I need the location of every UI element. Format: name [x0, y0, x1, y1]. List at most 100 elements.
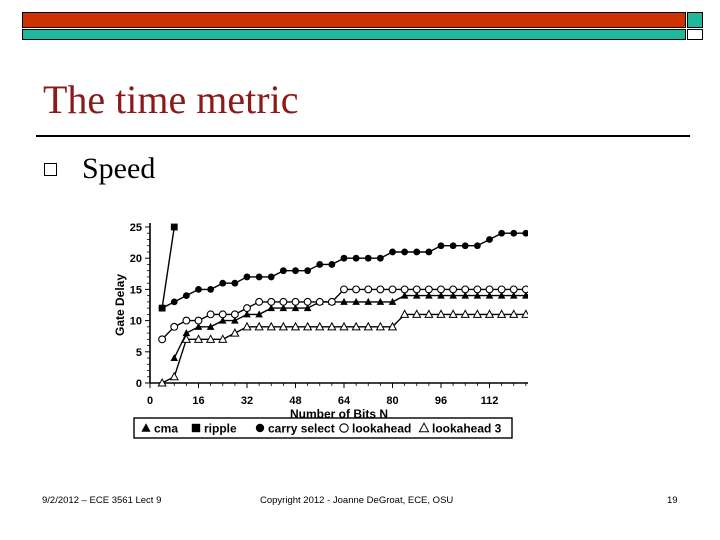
- point-carry-select: [267, 273, 275, 281]
- point-cma: [291, 304, 300, 312]
- legend-label-lookahead: lookahead: [352, 422, 411, 436]
- point-lookahead-3: [424, 309, 434, 318]
- point-cma: [400, 291, 409, 299]
- point-lookahead-3: [387, 321, 398, 331]
- legend-box: [133, 417, 513, 439]
- point-lookahead-3: [254, 321, 264, 331]
- point-lookahead-3: [436, 309, 446, 318]
- point-cma: [206, 322, 215, 330]
- legend-label-carry-select: carry select: [268, 422, 335, 436]
- point-lookahead-3: [472, 309, 483, 318]
- point-cma: [255, 310, 263, 318]
- point-lookahead: [291, 297, 300, 306]
- point-cma: [473, 291, 482, 299]
- x-tick-label: 64: [338, 395, 351, 407]
- chart-legend: cma ripple carry select lookahead lookahead …: [133, 417, 513, 439]
- point-lookahead-3: [521, 309, 528, 318]
- x-tick-label: 16: [192, 395, 204, 407]
- point-cma: [340, 297, 348, 305]
- x-tick-label: 0: [147, 395, 153, 407]
- point-lookahead: [182, 316, 191, 325]
- point-carry-select: [195, 286, 202, 293]
- point-lookahead: [327, 297, 336, 306]
- legend-marker-ripple: [191, 423, 201, 433]
- y-tick-label: 0: [136, 378, 142, 390]
- header-bar-green: [22, 29, 686, 40]
- point-lookahead-3: [351, 321, 361, 331]
- point-lookahead-3: [278, 321, 289, 331]
- point-carry-select: [498, 229, 506, 237]
- point-lookahead: [315, 297, 324, 306]
- point-cma: [243, 310, 251, 318]
- series-line-carry-select: [161, 232, 528, 309]
- point-lookahead-3: [496, 309, 507, 318]
- point-lookahead-3: [375, 321, 386, 331]
- point-carry-select: [449, 242, 457, 250]
- point-cma: [437, 291, 445, 299]
- bullet-speed: Speed: [82, 152, 156, 185]
- point-carry-select: [486, 236, 493, 243]
- point-carry-select: [170, 298, 178, 306]
- point-cma: [425, 291, 433, 299]
- point-carry-select: [292, 267, 299, 275]
- gate-delay-chart: 05101520250163248648096112128Number of B…: [113, 222, 528, 439]
- point-lookahead-3: [315, 321, 325, 331]
- point-lookahead-3: [412, 309, 422, 318]
- point-carry-select: [158, 304, 166, 312]
- point-lookahead: [485, 285, 494, 294]
- point-carry-select: [316, 261, 324, 268]
- point-lookahead: [170, 322, 179, 331]
- point-carry-select: [243, 273, 251, 281]
- footer-date-course: 9/2/2012 – ECE 3561 Lect 9: [42, 495, 162, 506]
- point-cma: [449, 291, 457, 299]
- chart-plot: 05101520250163248648096112128Number of B…: [113, 222, 528, 421]
- y-tick-label: 15: [130, 284, 142, 296]
- x-tick-label: 80: [386, 395, 398, 407]
- title-divider: [36, 135, 690, 137]
- point-carry-select: [425, 248, 433, 256]
- point-cma: [522, 291, 528, 299]
- point-carry-select: [461, 242, 469, 250]
- point-lookahead-3: [339, 321, 349, 331]
- point-lookahead-3: [193, 334, 204, 343]
- x-tick-label: 48: [289, 395, 301, 407]
- point-lookahead-3: [399, 309, 410, 318]
- point-carry-select: [352, 254, 360, 262]
- point-lookahead-3: [230, 328, 240, 337]
- point-lookahead-3: [327, 321, 337, 331]
- point-lookahead: [424, 285, 433, 294]
- point-lookahead: [158, 335, 167, 344]
- point-carry-select: [389, 248, 396, 256]
- series-line-cma: [173, 293, 528, 359]
- point-lookahead: [243, 304, 251, 313]
- point-cma: [497, 291, 506, 299]
- legend-marker-cma: [141, 423, 151, 432]
- point-cma: [170, 354, 179, 362]
- point-cma: [231, 316, 239, 324]
- point-lookahead: [230, 310, 239, 319]
- point-carry-select: [328, 261, 336, 268]
- point-carry-select: [304, 267, 312, 275]
- legend-label-cma: cma: [154, 422, 178, 436]
- series-line-ripple: [161, 226, 175, 309]
- point-cma: [303, 304, 312, 312]
- point-carry-select: [376, 254, 384, 262]
- header-bar-red: [22, 12, 686, 28]
- y-tick-label: 5: [136, 347, 142, 359]
- point-cma: [412, 291, 421, 299]
- point-carry-select: [340, 254, 348, 262]
- point-cma: [376, 297, 385, 305]
- point-cma: [182, 329, 191, 337]
- point-lookahead: [509, 285, 518, 294]
- point-lookahead-3: [181, 334, 192, 343]
- legend-label-lookahead-3: lookahead 3: [432, 422, 502, 436]
- point-carry-select: [413, 248, 421, 256]
- point-cma: [352, 297, 360, 305]
- point-lookahead: [400, 285, 409, 294]
- point-carry-select: [207, 286, 215, 293]
- legend-marker-lookahead: [339, 423, 349, 433]
- point-lookahead: [206, 310, 215, 319]
- point-lookahead: [255, 297, 264, 306]
- point-carry-select: [473, 242, 481, 250]
- y-tick-label: 10: [130, 316, 142, 328]
